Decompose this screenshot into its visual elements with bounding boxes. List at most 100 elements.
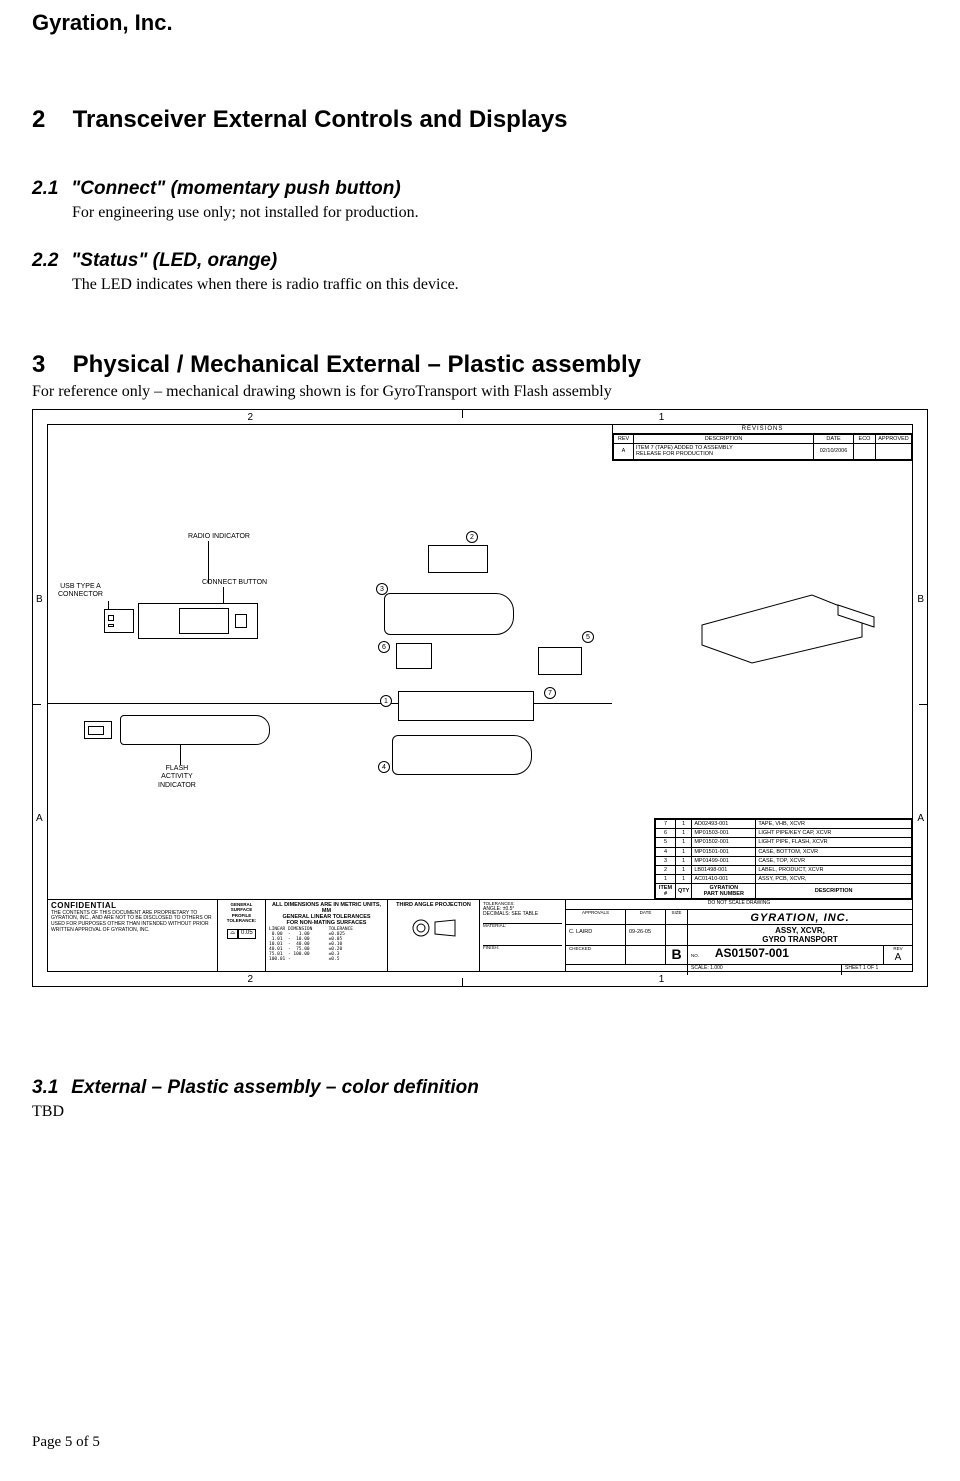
general-surface-block: GENERAL SURFACE PROFILE TOLERANCE: ⌓0.05 xyxy=(218,900,266,971)
part-outline xyxy=(392,735,532,775)
rev-col: DATE xyxy=(814,435,854,444)
zone-mark: 2 xyxy=(248,974,254,985)
balloon-6: 6 xyxy=(378,641,390,653)
bom-cell: CASE, BOTTOM, XCVR xyxy=(756,847,912,856)
section-2-2-body: The LED indicates when there is radio tr… xyxy=(72,274,928,296)
bom-cell: 7 xyxy=(656,820,676,829)
title-block: CONFIDENTIAL THE CONTENTS OF THIS DOCUME… xyxy=(48,899,912,971)
callout-flash-indicator: FLASH ACTIVITY INDICATOR xyxy=(158,765,196,790)
tolerances-body: ANGLE: ±0.5° DECIMALS: SEE TABLE xyxy=(483,907,562,918)
dwg-no-label: NO. xyxy=(691,953,699,958)
rev-cell: 02/10/2006 xyxy=(814,444,854,459)
bom-col: QTY xyxy=(676,883,692,898)
do-not-scale-label: DO NOT SCALE DRAWING xyxy=(566,900,912,909)
zone-mark: A xyxy=(917,813,924,824)
bom-col: DESCRIPTION xyxy=(756,883,912,898)
bom-cell: 1 xyxy=(676,856,692,865)
bom-cell: ASSY, PCB, XCVR, xyxy=(756,874,912,883)
bom-cell: TAPE, VHB, XCVR xyxy=(756,820,912,829)
drawing-inner-frame: REVISIONS REV DESCRIPTION DATE ECO APPRO… xyxy=(47,424,913,972)
section-2-2-heading: 2.2 "Status" (LED, orange) xyxy=(32,250,928,272)
drawn-by: C. LAIRD xyxy=(566,925,626,945)
page-footer: Page 5 of 5 xyxy=(32,1434,100,1451)
bom-cell: 1 xyxy=(676,865,692,874)
sheet-value: SHEET 1 OF 1 xyxy=(842,965,912,975)
bom-col: GYRATION PART NUMBER xyxy=(692,883,756,898)
size-value: B xyxy=(671,946,681,962)
zone-mark: B xyxy=(917,594,924,605)
bom-cell: CASE, TOP, XCVR xyxy=(756,856,912,865)
size-label: SIZE xyxy=(666,910,688,924)
section-3-heading: 3 Physical / Mechanical External – Plast… xyxy=(32,351,928,379)
section-2-number: 2 xyxy=(32,106,66,134)
bom-cell: 3 xyxy=(656,856,676,865)
company-name: Gyration, Inc. xyxy=(32,10,928,36)
approvals-label: APPROVALS xyxy=(566,910,626,924)
date-label: DATE xyxy=(626,910,666,924)
section-3-1-title: External – Plastic assembly – color defi… xyxy=(71,1077,479,1098)
bom-cell: LIGHT PIPE/KEY CAP, XCVR xyxy=(756,829,912,838)
mechanical-drawing-figure: 2 1 2 1 B A B A REVISIONS REV DESCRIPTIO… xyxy=(32,409,928,987)
balloon-5: 5 xyxy=(582,631,594,643)
bom-cell: 1 xyxy=(656,874,676,883)
bom-cell: AD02493-001 xyxy=(692,820,756,829)
bom-cell: MP01499-001 xyxy=(692,856,756,865)
bom-cell: 2 xyxy=(656,865,676,874)
part-outline xyxy=(84,721,112,739)
rev-cell: A xyxy=(614,444,634,459)
part-outline xyxy=(120,715,270,745)
part-outline xyxy=(384,593,514,635)
balloon-1: 1 xyxy=(380,695,392,707)
dimension-tolerance-block: ALL DIMENSIONS ARE IN METRIC UNITS, MM G… xyxy=(266,900,388,971)
section-3-title: Physical / Mechanical External – Plastic… xyxy=(73,351,641,378)
part-outline xyxy=(538,647,582,675)
bom-cell: 1 xyxy=(676,847,692,856)
general-surface-label: GENERAL SURFACE PROFILE TOLERANCE: xyxy=(221,902,262,924)
section-2-2-title: "Status" (LED, orange) xyxy=(71,250,277,271)
drawing-number: AS01507-001 xyxy=(715,946,789,960)
rev-col: DESCRIPTION xyxy=(634,435,814,444)
part-outline xyxy=(396,643,432,669)
checked-label: CHECKED xyxy=(566,946,626,964)
bom-cell: 4 xyxy=(656,847,676,856)
zone-mark: 2 xyxy=(248,412,254,423)
material-finish-block: TOLERANCES: ANGLE: ±0.5° DECIMALS: SEE T… xyxy=(480,900,566,971)
section-2-1-title: "Connect" (momentary push button) xyxy=(71,178,400,199)
rev-value: A xyxy=(887,952,909,963)
drawing-title: ASSY, XCVR, GYRO TRANSPORT xyxy=(688,925,912,945)
part-outline xyxy=(428,545,488,573)
iso-view-icon xyxy=(692,565,882,665)
zone-mark: 1 xyxy=(659,412,665,423)
bom-cell: MP01501-001 xyxy=(692,847,756,856)
bom-col: ITEM # xyxy=(656,883,676,898)
dim-title: ALL DIMENSIONS ARE IN METRIC UNITS, MM G… xyxy=(269,902,384,926)
rev-cell xyxy=(854,444,876,459)
callout-connect-button: CONNECT BUTTON xyxy=(202,579,267,587)
bom-cell: AC01410-001 xyxy=(692,874,756,883)
bom-cell: 1 xyxy=(676,874,692,883)
title-block-right: DO NOT SCALE DRAWING APPROVALS DATE SIZE… xyxy=(566,900,912,971)
part-outline xyxy=(138,603,258,639)
third-angle-icon xyxy=(409,916,459,943)
scale-value: SCALE: 1.000 xyxy=(688,965,842,975)
section-2-1-body: For engineering use only; not installed … xyxy=(72,202,928,224)
dim-rows: LINEAR DIMENSION TOLERANCE 0.00 - 1.00 ±… xyxy=(269,928,384,963)
bom-cell: 1 xyxy=(676,838,692,847)
drawn-date: 09-26-05 xyxy=(626,925,666,945)
material-label: MATERIAL: xyxy=(483,924,562,946)
section-3-1-body: TBD xyxy=(32,1101,928,1123)
projection-label: THIRD ANGLE PROJECTION xyxy=(391,902,476,908)
section-3-number: 3 xyxy=(32,351,66,379)
balloon-3: 3 xyxy=(376,583,388,595)
confidential-block: CONFIDENTIAL THE CONTENTS OF THIS DOCUME… xyxy=(48,900,218,971)
part-outline xyxy=(104,609,134,633)
bom-cell: MP01502-001 xyxy=(692,838,756,847)
zone-mark: A xyxy=(36,813,43,824)
profile-value: 0.05 xyxy=(238,929,256,938)
balloon-4: 4 xyxy=(378,761,390,773)
bom-cell: 1 xyxy=(676,829,692,838)
section-2-title: Transceiver External Controls and Displa… xyxy=(73,106,568,133)
section-2-heading: 2 Transceiver External Controls and Disp… xyxy=(32,106,928,134)
rev-col: REV xyxy=(614,435,634,444)
bom-cell: MP01503-001 xyxy=(692,829,756,838)
